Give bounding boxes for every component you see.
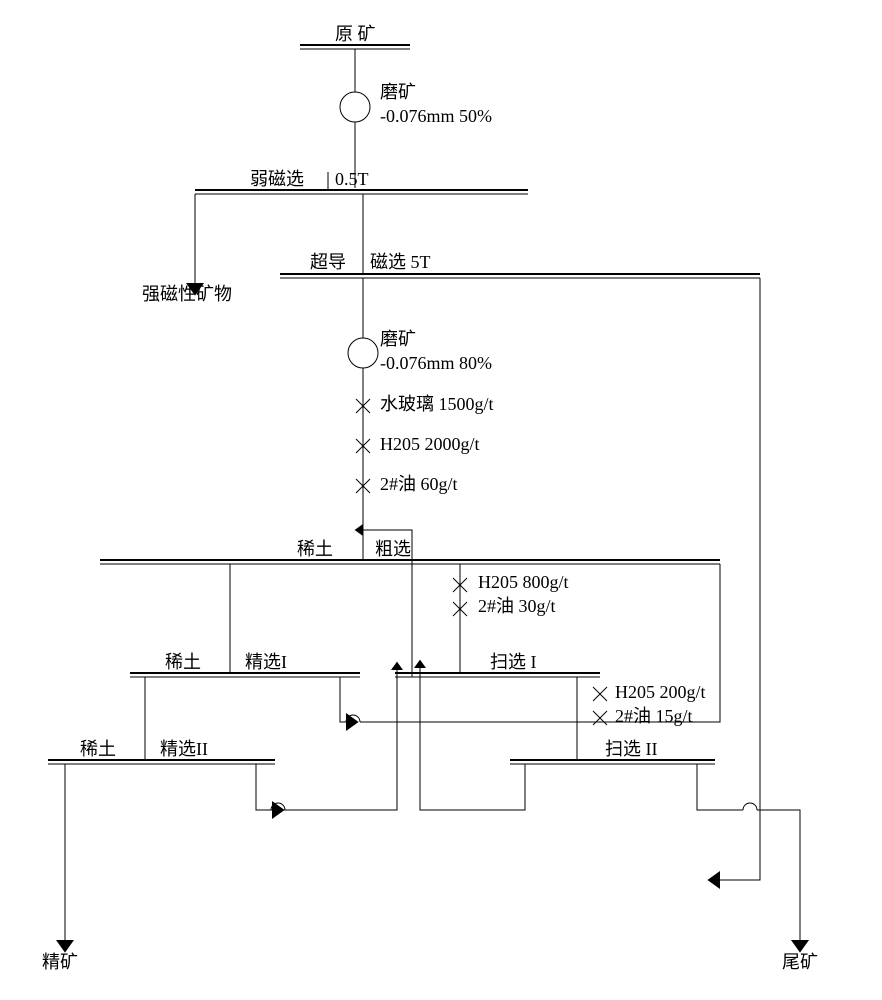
bridge [743,803,757,810]
label-clean1_r: 精选I [245,652,287,672]
label-weak_mag_param: 0.5T [335,169,369,189]
flow-line [720,278,760,880]
arrow-left [355,524,363,536]
flow-line [697,764,743,810]
label-clean2_r: 精选II [160,739,208,759]
label-grind1: 磨矿 [380,82,416,102]
label-scav_r3: H205 200g/t [615,682,706,702]
label-scav2: 扫选 II [605,739,658,759]
flow-line [256,764,272,810]
label-scav_r1: H205 800g/t [478,572,569,592]
arrow-down [791,940,809,953]
label-raw_ore: 原 矿 [335,24,376,44]
label-concentrate: 精矿 [42,952,78,972]
label-rougher_l: 稀土 [297,539,333,559]
arrow-left [707,871,720,889]
label-sc_mag2: 磁选 5T [370,252,431,272]
flow-line [340,677,346,722]
label-tailings: 尾矿 [782,952,818,972]
label-sc_mag: 超导 [310,252,346,272]
label-grind2_param: -0.076mm 80% [380,353,492,373]
label-weak_mag: 弱磁选 [250,169,304,189]
flow-line [757,810,800,940]
label-clean2_l: 稀土 [80,739,116,759]
label-scav_r2: 2#油 30g/t [478,596,556,616]
label-scav_r4: 2#油 15g/t [615,706,693,726]
arrow-up [414,660,426,668]
label-reagent3: 2#油 60g/t [380,474,458,494]
label-strong_mag_prod: 强磁性矿物 [142,284,232,304]
arrow-right [272,801,285,819]
label-rougher_r: 粗选 [375,539,411,559]
label-grind2: 磨矿 [380,329,416,349]
label-reagent1: 水玻璃 1500g/t [380,394,494,414]
grind-symbol [348,338,378,368]
flow-line [420,668,525,810]
arrow-up [391,662,403,670]
label-scav1: 扫选 I [490,652,537,672]
arrow-down [56,940,74,953]
label-grind1_param: -0.076mm 50% [380,106,492,126]
label-clean1_l: 稀土 [165,652,201,672]
grind-symbol [340,92,370,122]
label-reagent2: H205 2000g/t [380,434,480,454]
